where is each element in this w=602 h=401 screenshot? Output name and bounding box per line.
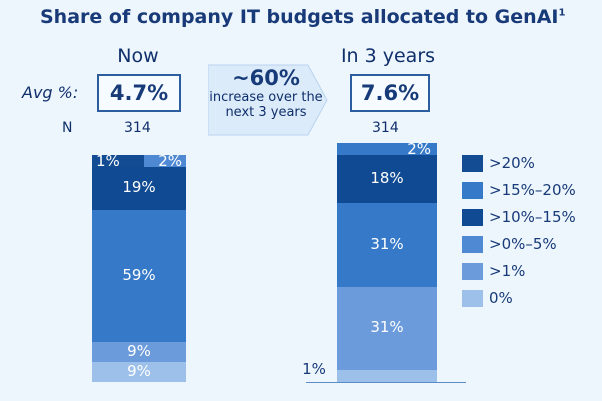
legend-swatch bbox=[462, 290, 483, 307]
bar-3years: 1% 31% 31% 18% 2% bbox=[302, 140, 437, 382]
avg-label: Avg %: bbox=[22, 83, 79, 102]
avg-3years: 7.6% bbox=[350, 74, 430, 112]
chart-title: Share of company IT budgets allocated to… bbox=[40, 6, 566, 28]
segment-label: 18% bbox=[370, 169, 404, 188]
bar-segment: 9% bbox=[92, 341, 186, 362]
increase-text-1: increase over the bbox=[209, 90, 323, 105]
segment-label: 1% bbox=[96, 152, 120, 170]
increase-arrow bbox=[208, 64, 328, 136]
segment-label: 19% bbox=[122, 178, 156, 197]
bar-segment: 59% bbox=[92, 209, 186, 342]
segment-label: 59% bbox=[122, 265, 156, 284]
bar-segment: 9% bbox=[92, 361, 186, 382]
legend-label: >1% bbox=[489, 262, 526, 280]
legend-swatch bbox=[462, 182, 483, 199]
bar-segment: 1% bbox=[92, 152, 144, 170]
legend-label: >20% bbox=[489, 154, 535, 172]
segment-label: 31% bbox=[370, 235, 404, 254]
n-label: N bbox=[62, 120, 73, 136]
legend-label: >10%–15% bbox=[489, 208, 576, 226]
increase-value: ~60% bbox=[232, 66, 300, 90]
legend-swatch bbox=[462, 209, 483, 226]
baseline bbox=[306, 382, 466, 383]
bar-segment: 19% bbox=[92, 167, 186, 210]
segment-label: 9% bbox=[127, 361, 151, 380]
bar-title-now: Now bbox=[117, 45, 159, 67]
segment-label: 9% bbox=[127, 341, 151, 360]
legend-label: >15%–20% bbox=[489, 181, 576, 199]
bar-segment: 1% bbox=[302, 360, 437, 382]
n-now: 314 bbox=[124, 120, 151, 136]
bar-segment: 31% bbox=[337, 203, 437, 287]
legend-swatch bbox=[462, 236, 483, 253]
segment-label: 2% bbox=[158, 152, 182, 170]
bar-segment: 31% bbox=[337, 286, 437, 370]
segment-label: 31% bbox=[370, 318, 404, 337]
n-3years: 314 bbox=[372, 120, 399, 136]
bar-segment: 2% bbox=[143, 152, 186, 170]
bar-segment: 2% bbox=[337, 140, 437, 158]
legend-label: 0% bbox=[489, 289, 513, 307]
increase-text-2: next 3 years bbox=[225, 105, 307, 120]
bar-segment: 18% bbox=[337, 155, 437, 204]
segment-label: 1% bbox=[302, 360, 326, 378]
segment-label: 2% bbox=[407, 140, 431, 158]
avg-now: 4.7% bbox=[97, 74, 181, 112]
legend-swatch bbox=[462, 263, 483, 280]
legend-swatch bbox=[462, 155, 483, 172]
legend-label: >0%–5% bbox=[489, 235, 557, 253]
bar-now: 9% 9% 59% 19% 1% 2% bbox=[92, 143, 186, 382]
bar-title-3years: In 3 years bbox=[340, 45, 436, 67]
